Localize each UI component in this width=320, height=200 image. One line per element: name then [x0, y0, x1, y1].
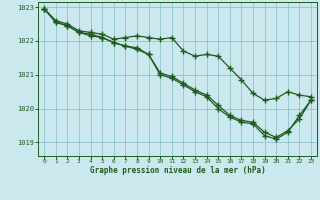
X-axis label: Graphe pression niveau de la mer (hPa): Graphe pression niveau de la mer (hPa) [90, 166, 266, 175]
